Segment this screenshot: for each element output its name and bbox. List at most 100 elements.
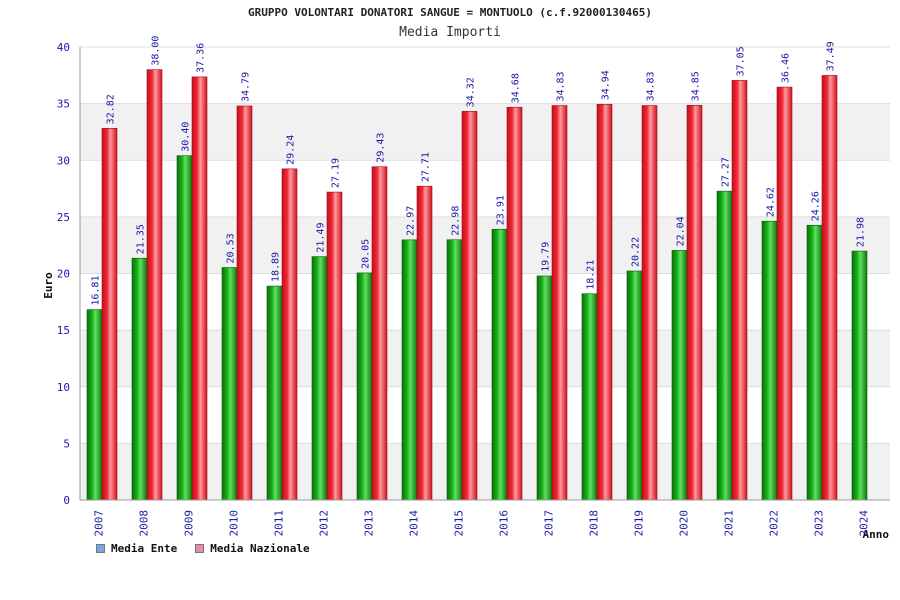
data-label: 29.43 [376, 133, 387, 163]
chart-subtitle: Media Importi [399, 25, 501, 40]
bar-media-ente [851, 250, 868, 501]
data-label: 36.46 [781, 53, 792, 83]
data-label: 27.19 [331, 158, 342, 188]
x-tick-label: 2011 [273, 510, 286, 537]
data-label: 29.24 [286, 135, 297, 165]
data-label: 18.89 [271, 252, 282, 282]
x-tick-label: 2010 [228, 510, 241, 537]
x-tick-label: 2021 [723, 510, 736, 537]
data-label: 23.91 [496, 195, 507, 225]
x-tick-label: 2007 [93, 510, 106, 537]
data-label: 37.49 [826, 41, 837, 71]
x-tick-label: 2018 [588, 510, 601, 537]
x-tick-label: 2009 [183, 510, 196, 537]
legend-swatch-media-nazionale [195, 544, 205, 553]
data-label: 19.79 [541, 242, 552, 272]
data-label: 34.79 [241, 72, 252, 102]
y-tick-label: 20 [57, 268, 70, 281]
x-tick-label: 2019 [633, 510, 646, 537]
bar-media-ente [221, 267, 238, 501]
legend-item-media-nazionale: Media Nazionale [195, 542, 310, 555]
bar-media-nazionale [146, 69, 163, 501]
bar-media-nazionale [236, 105, 253, 501]
bar-media-ente [356, 272, 373, 501]
data-label: 34.94 [601, 70, 612, 100]
data-label: 24.62 [766, 187, 777, 217]
y-tick-label: 15 [57, 324, 70, 337]
legend-label-media-nazionale: Media Nazionale [210, 542, 310, 555]
data-label: 34.83 [556, 71, 567, 101]
bar-media-ente [806, 224, 823, 501]
bar-media-ente [491, 228, 508, 501]
data-label: 16.81 [91, 276, 102, 306]
data-label: 22.04 [676, 216, 687, 246]
bar-media-ente [86, 309, 103, 501]
x-tick-label: 2022 [768, 510, 781, 537]
bar-media-nazionale [821, 75, 838, 501]
data-label: 18.21 [586, 260, 597, 290]
y-tick-label: 35 [57, 98, 70, 111]
data-label: 20.05 [361, 239, 372, 269]
bar-media-ente [536, 275, 553, 501]
bar-media-nazionale [641, 105, 658, 501]
data-label: 37.36 [196, 43, 207, 73]
x-tick-label: 2008 [138, 510, 151, 537]
y-tick-label: 25 [57, 211, 70, 224]
data-label: 30.40 [181, 122, 192, 152]
data-label: 27.27 [721, 157, 732, 187]
data-label: 21.49 [316, 223, 327, 253]
bar-media-ente [266, 285, 283, 501]
bar-media-nazionale [506, 106, 523, 501]
y-tick-label: 5 [63, 437, 70, 450]
bar-media-ente [716, 190, 733, 501]
bar-media-nazionale [101, 128, 118, 501]
y-axis-label: Euro [42, 272, 55, 299]
x-tick-label: 2016 [498, 510, 511, 537]
data-label: 21.35 [136, 224, 147, 254]
x-tick-label: 2015 [453, 510, 466, 537]
data-label: 32.82 [106, 94, 117, 124]
x-tick-label: 2017 [543, 510, 556, 537]
bar-media-nazionale [596, 104, 613, 501]
bar-media-nazionale [461, 111, 478, 501]
y-tick-label: 10 [57, 381, 70, 394]
bar-media-nazionale [551, 105, 568, 501]
x-tick-label: 2024 [858, 510, 871, 537]
data-label: 34.85 [691, 71, 702, 101]
y-tick-label: 40 [57, 41, 70, 54]
bar-media-nazionale [731, 80, 748, 501]
data-label: 20.22 [631, 237, 642, 267]
bar-media-ente [401, 239, 418, 501]
y-tick-label: 0 [63, 494, 70, 507]
bar-media-ente [581, 293, 598, 501]
x-axis-label: Anno [863, 528, 890, 541]
bar-media-ente [671, 250, 688, 501]
chart-title: GRUPPO VOLONTARI DONATORI SANGUE = MONTU… [248, 6, 652, 19]
legend-label-media-ente: Media Ente [111, 542, 178, 555]
data-label: 22.98 [451, 206, 462, 236]
data-label: 21.98 [856, 217, 867, 247]
bar-media-nazionale [371, 166, 388, 501]
plot-band [80, 47, 890, 104]
data-label: 24.26 [811, 191, 822, 221]
bar-media-nazionale [686, 105, 703, 501]
x-tick-label: 2013 [363, 510, 376, 537]
x-tick-label: 2012 [318, 510, 331, 537]
data-label: 38.00 [151, 36, 162, 66]
bar-media-ente [626, 270, 643, 501]
bar-media-ente [311, 256, 328, 501]
bar-media-ente [131, 257, 148, 501]
plot-band [80, 216, 890, 274]
plot-band [80, 443, 890, 500]
plot-band [80, 103, 890, 161]
bar-media-nazionale [281, 168, 298, 501]
bar-media-nazionale [191, 76, 208, 501]
x-tick-label: 2023 [813, 510, 826, 537]
data-label: 34.32 [466, 77, 477, 107]
x-tick-label: 2014 [408, 510, 421, 537]
data-label: 34.83 [646, 71, 657, 101]
data-label: 27.71 [421, 152, 432, 182]
data-label: 34.68 [511, 73, 522, 103]
chart-legend: Media Ente Media Nazionale [96, 542, 310, 555]
